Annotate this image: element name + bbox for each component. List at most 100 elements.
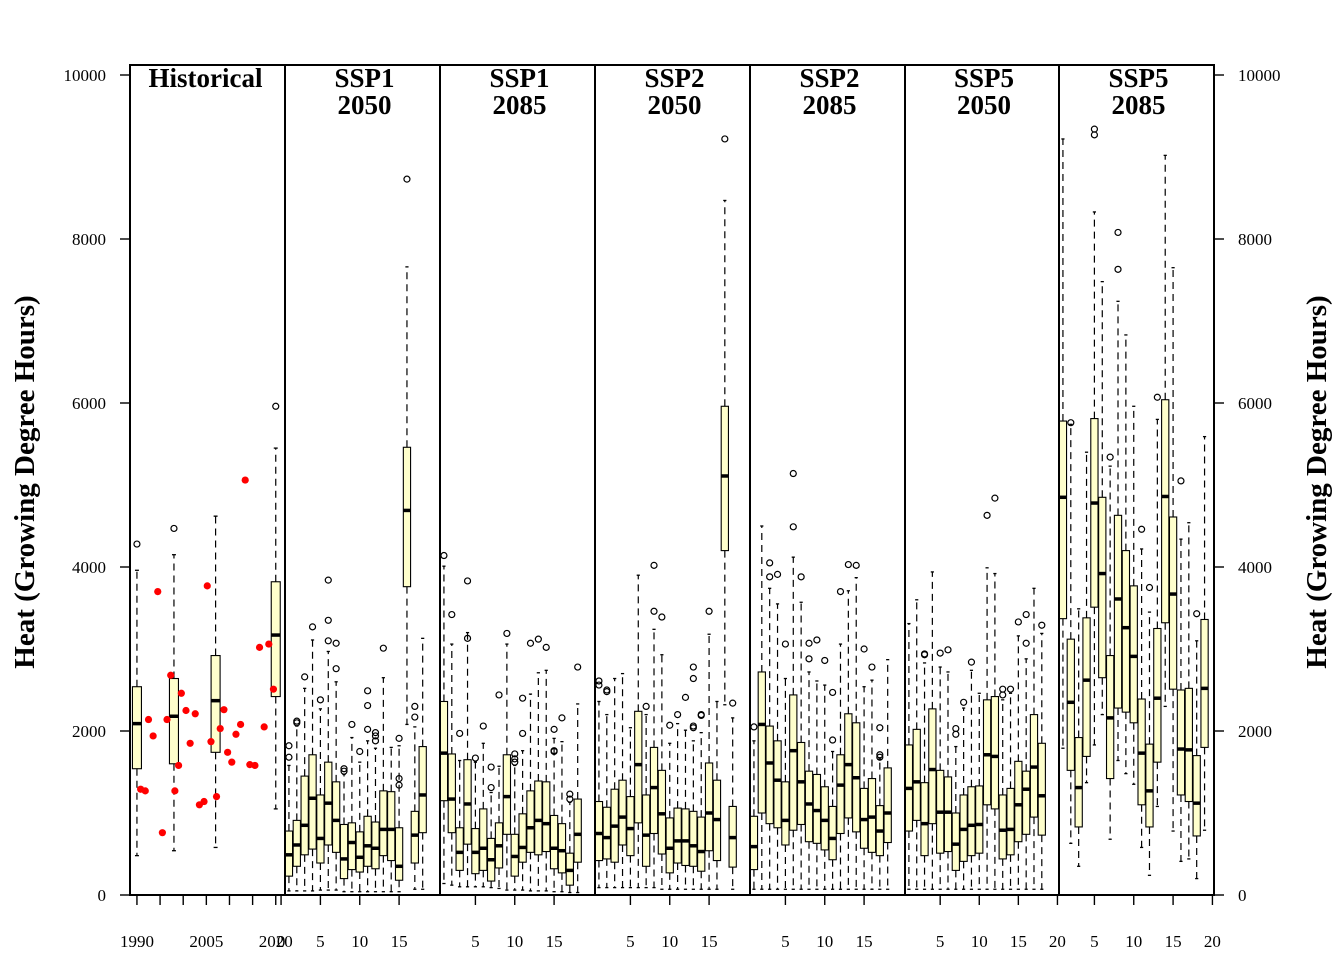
panel-title-3-line2: 2050 bbox=[648, 90, 702, 120]
panel-title-5-line2: 2050 bbox=[957, 90, 1011, 120]
box-5-14 bbox=[1014, 618, 1023, 890]
outlier-point bbox=[550, 747, 558, 756]
box-body bbox=[883, 767, 892, 844]
outlier-point bbox=[364, 687, 372, 695]
box-body bbox=[920, 782, 929, 857]
outlier-point bbox=[1193, 610, 1201, 618]
box-body bbox=[618, 779, 627, 846]
box-1-3 bbox=[308, 623, 317, 892]
outlier-point bbox=[860, 645, 868, 653]
outlier-point bbox=[519, 694, 527, 702]
outlier-point bbox=[340, 765, 348, 773]
outlier-point bbox=[487, 783, 495, 792]
outlier-point bbox=[797, 573, 805, 581]
box-body bbox=[270, 581, 281, 698]
outlier-point bbox=[558, 714, 566, 722]
box-body bbox=[1121, 550, 1131, 713]
box-2-5 bbox=[479, 722, 488, 888]
box-5-7 bbox=[959, 698, 968, 890]
outlier-point bbox=[566, 795, 574, 803]
box-2-14 bbox=[549, 725, 559, 893]
box-body bbox=[665, 817, 674, 874]
box-body bbox=[1082, 617, 1091, 757]
box-4-10 bbox=[828, 688, 837, 890]
box-0-0 bbox=[131, 540, 142, 857]
outlier-point bbox=[689, 724, 697, 732]
x-tick-label: 5 bbox=[781, 932, 790, 951]
outlier-point bbox=[519, 729, 527, 738]
y-tick-label-right: 2000 bbox=[1238, 722, 1272, 741]
outlier-point bbox=[324, 637, 332, 645]
x-tick-label: 5 bbox=[471, 932, 480, 951]
box-4-8 bbox=[812, 636, 822, 890]
outlier-point bbox=[689, 674, 697, 683]
box-body bbox=[308, 754, 317, 850]
observed-point bbox=[224, 748, 232, 756]
outlier-point bbox=[689, 663, 697, 671]
box-body bbox=[765, 725, 774, 825]
box-6-5 bbox=[1098, 280, 1107, 716]
box-body bbox=[626, 796, 635, 857]
box-body bbox=[363, 815, 372, 867]
box-body bbox=[1129, 585, 1138, 724]
outlier-point bbox=[766, 573, 774, 581]
outlier-point bbox=[324, 616, 332, 624]
outlier-point bbox=[729, 699, 737, 707]
outlier-point bbox=[852, 561, 860, 569]
outlier-point bbox=[1038, 621, 1046, 629]
observed-point bbox=[228, 758, 236, 766]
box-3-8 bbox=[657, 613, 667, 890]
outlier-point bbox=[1106, 453, 1114, 461]
outlier-point bbox=[999, 691, 1007, 699]
box-body bbox=[1176, 689, 1186, 796]
outlier-point bbox=[471, 754, 480, 762]
x-tick-label: 10 bbox=[816, 932, 833, 951]
box-3-10 bbox=[673, 710, 682, 890]
outlier-point bbox=[403, 175, 411, 183]
outlier-point bbox=[705, 607, 713, 615]
box-body bbox=[387, 791, 396, 862]
outlier-point bbox=[364, 701, 372, 710]
box-body bbox=[1006, 787, 1015, 856]
outlier-point bbox=[463, 577, 472, 585]
outlier-point bbox=[658, 613, 666, 621]
outlier-point bbox=[371, 732, 380, 740]
box-1-4 bbox=[316, 696, 325, 891]
outlier-point bbox=[395, 781, 403, 789]
box-6-2 bbox=[1074, 608, 1083, 867]
box-1-2 bbox=[300, 673, 309, 892]
box-5-10 bbox=[982, 511, 992, 890]
outlier-point bbox=[411, 702, 419, 711]
box-body bbox=[479, 808, 488, 871]
box-5-17 bbox=[1037, 621, 1046, 890]
box-body bbox=[1113, 514, 1123, 709]
observed-point bbox=[232, 730, 240, 738]
box-5-16 bbox=[1029, 587, 1039, 890]
box-body bbox=[749, 815, 759, 871]
outlier-point bbox=[448, 610, 456, 619]
plot-frame-layer bbox=[129, 64, 1215, 896]
outlier-point bbox=[479, 722, 487, 730]
box-body bbox=[1074, 737, 1083, 828]
box-body bbox=[689, 810, 698, 867]
outlier-point bbox=[813, 636, 821, 644]
box-body bbox=[594, 800, 604, 862]
observed-point bbox=[216, 724, 224, 733]
box-body bbox=[982, 699, 992, 806]
box-body bbox=[804, 770, 814, 843]
box-body bbox=[704, 762, 714, 852]
outlier-point bbox=[1014, 618, 1022, 626]
box-0-3 bbox=[270, 402, 281, 810]
outlier-point bbox=[487, 763, 495, 771]
observed-point bbox=[182, 706, 190, 715]
panel-0: Historical bbox=[131, 63, 281, 857]
box-1-14 bbox=[394, 734, 404, 893]
box-4-5 bbox=[789, 469, 798, 890]
box-6-3 bbox=[1082, 451, 1091, 784]
observed-point bbox=[260, 723, 268, 731]
x-tick-label: 2020 bbox=[259, 932, 293, 951]
box-4-15 bbox=[867, 663, 877, 890]
outlier-point bbox=[332, 665, 340, 673]
